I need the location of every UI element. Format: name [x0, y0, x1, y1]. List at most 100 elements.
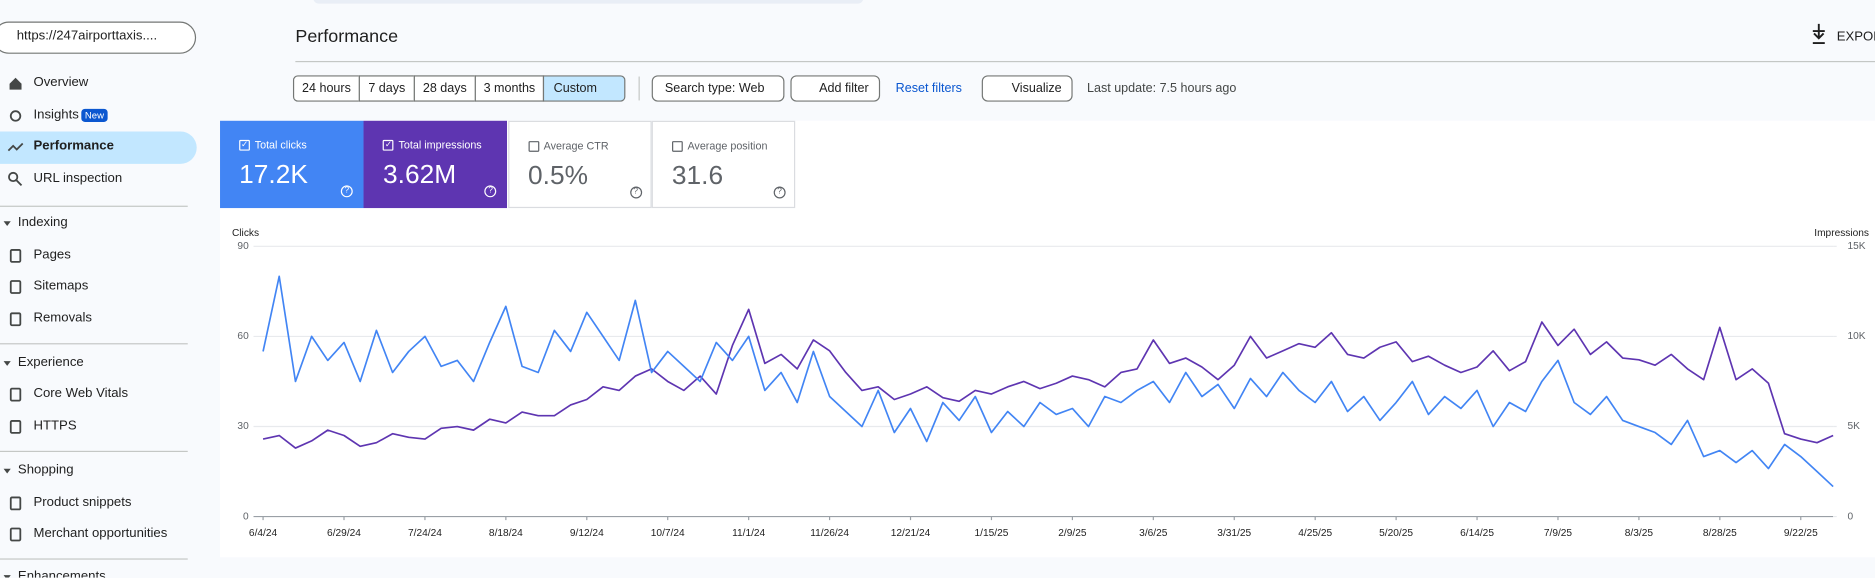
add-filter-button-label: Add filter [819, 81, 869, 96]
help-icon[interactable]: ? [340, 185, 353, 198]
nav-item[interactable]: Removals [33, 310, 92, 326]
nav-divider [0, 450, 188, 453]
icon [9, 110, 22, 122]
nav-item[interactable]: Insights [33, 107, 79, 122]
icon [9, 527, 22, 542]
nav-item[interactable]: Performance [33, 138, 114, 154]
icon [9, 312, 22, 327]
section-title[interactable]: Enhancements [17, 569, 106, 578]
metric-card[interactable]: Average position 31.6? [651, 120, 796, 209]
icon-shape [9, 312, 22, 327]
x-tick-label: 4/25/25 [1298, 528, 1332, 539]
x-tick-label: 3/6/25 [1139, 528, 1168, 539]
icon [9, 496, 22, 511]
x-tick-label: 8/18/24 [489, 528, 523, 539]
search-type-button-label: Search type: Web [664, 81, 765, 96]
checkbox[interactable]: ✓ [239, 139, 250, 151]
y-tick-label: 30 [237, 421, 249, 432]
range-label: 28 days [422, 81, 467, 96]
help-icon[interactable]: ? [773, 186, 786, 199]
nav-item[interactable]: Merchant opportunities [33, 526, 168, 541]
visualize-button[interactable]: Visualize [981, 75, 1073, 102]
new-badge: New [81, 108, 108, 122]
range-label: 24 hours [302, 81, 351, 96]
icon-shape [9, 280, 22, 294]
metric-value: 17.2K [239, 159, 308, 189]
export-button[interactable]: EXPORT [1836, 29, 1875, 45]
property-selector[interactable] [0, 21, 197, 54]
section-title[interactable]: Shopping [17, 462, 74, 478]
icon-shape [9, 496, 22, 511]
section-title[interactable]: Experience [17, 355, 84, 370]
nav-item[interactable]: Product snippets [33, 495, 132, 510]
nav-item[interactable]: Sitemaps [33, 278, 89, 293]
x-tick-label: 1/15/25 [975, 528, 1009, 539]
x-tick-label: 9/22/25 [1784, 528, 1818, 539]
range-button[interactable]: 3 months [474, 75, 545, 102]
metric-label: Total clicks [254, 138, 307, 151]
nav-item[interactable]: Core Web Vitals [33, 386, 129, 401]
search-type-button[interactable]: Search type: Web [651, 75, 785, 102]
visualize-button-label: Visualize [1011, 81, 1062, 96]
help-icon[interactable]: ? [484, 185, 497, 198]
range-button[interactable]: 28 days [413, 75, 476, 102]
page-title: Performance [295, 26, 399, 47]
x-tick-label: 3/31/25 [1217, 528, 1251, 539]
y-tick-label: 60 [237, 331, 249, 342]
section-caret [3, 221, 11, 227]
icon-shape [9, 110, 22, 122]
nav-item[interactable]: Overview [33, 75, 89, 90]
section-caret [3, 575, 11, 578]
x-tick-label: 8/28/25 [1703, 528, 1737, 539]
header-divider [295, 60, 1875, 63]
metric-card[interactable]: ✓ Total impressions 3.62M? [363, 120, 508, 209]
icon-shape [9, 420, 22, 434]
icon [9, 387, 22, 402]
checkbox[interactable]: ✓ [383, 139, 394, 151]
icon-shape [9, 77, 22, 90]
search-bar[interactable] [313, 0, 864, 4]
nav-item[interactable]: URL inspection [33, 170, 123, 186]
metric-card[interactable]: ✓ Total clicks 17.2K? [220, 120, 364, 209]
help-icon[interactable]: ? [629, 186, 642, 199]
icon-shape [9, 249, 22, 263]
metric-value: 0.5% [528, 160, 589, 191]
series-line [262, 308, 1834, 449]
section-title[interactable]: Indexing [17, 215, 68, 230]
series-line [262, 275, 1834, 488]
icon [9, 420, 22, 434]
y2-axis-title: Impressions [1814, 228, 1869, 239]
x-tick-label: 6/14/25 [1460, 528, 1494, 539]
icon-shape [9, 387, 22, 402]
checkbox[interactable] [671, 141, 683, 152]
section-caret [3, 468, 11, 474]
range-label: 3 months [483, 81, 536, 96]
range-button[interactable]: 24 hours [292, 75, 360, 102]
range-button[interactable]: 7 days [358, 75, 415, 102]
last-update: Last update: 7.5 hours ago [1086, 81, 1237, 96]
y-axis-title: Clicks [232, 228, 259, 239]
y2-tick-label: 5K [1847, 421, 1860, 432]
nav-item[interactable]: HTTPS [33, 418, 77, 433]
range-button[interactable]: Custom [542, 75, 626, 102]
y2-tick-label: 15K [1847, 241, 1865, 252]
range-label: Custom [553, 81, 597, 96]
nav-selected-bg [0, 131, 197, 164]
x-tick-label: 8/3/25 [1625, 528, 1654, 539]
nav-item[interactable]: Pages [33, 247, 71, 262]
section-caret [3, 361, 11, 366]
nav-divider [0, 558, 188, 560]
x-tick-label: 10/7/24 [651, 528, 685, 539]
add-filter-button[interactable]: Add filter [790, 75, 881, 102]
metric-card[interactable]: Average CTR 0.5%? [507, 120, 652, 209]
nav-divider [0, 343, 188, 345]
reset-filters[interactable]: Reset filters [895, 81, 962, 96]
checkbox[interactable] [528, 141, 539, 152]
icon [8, 171, 23, 186]
download-icon [1812, 23, 1825, 45]
metric-label: Average position [687, 139, 768, 152]
x-tick-label: 5/20/25 [1379, 528, 1413, 539]
x-tick-label: 11/26/24 [810, 528, 849, 539]
